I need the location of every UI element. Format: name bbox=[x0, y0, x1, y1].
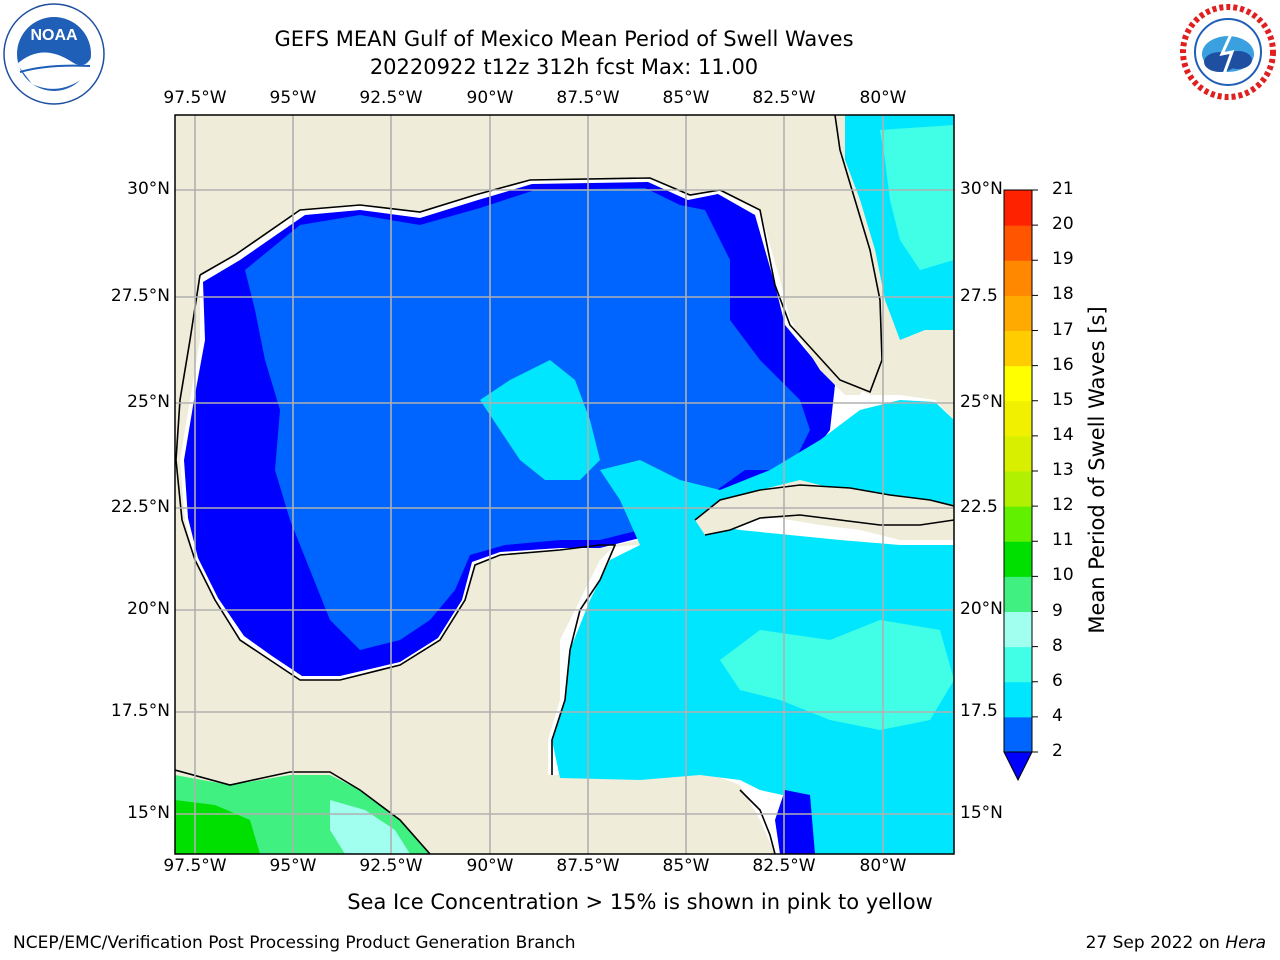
colorbar-tick-label: 9 bbox=[1052, 600, 1063, 621]
latitude-label: 17.5°N bbox=[110, 701, 170, 721]
colorbar-tick-label: 21 bbox=[1052, 179, 1074, 199]
latitude-label: 27.5°N bbox=[110, 286, 170, 306]
longitude-label: 92.5°W bbox=[359, 856, 423, 876]
map-frame bbox=[174, 114, 955, 855]
colorbar-swatch bbox=[1004, 506, 1032, 542]
latitude-label: 15°N bbox=[960, 803, 1003, 823]
longitude-label: 90°W bbox=[466, 856, 514, 876]
colorbar-swatch bbox=[1004, 681, 1032, 718]
florida-land bbox=[760, 115, 885, 395]
longitude-label: 92.5°W bbox=[359, 88, 423, 108]
map-title: GEFS MEAN Gulf of Mexico Mean Period of … bbox=[274, 27, 854, 51]
longitude-label: 97.5°W bbox=[163, 856, 227, 876]
colorbar bbox=[1003, 189, 1038, 782]
latitude-label: 25°N bbox=[127, 392, 170, 412]
latitude-label: 25°N bbox=[960, 392, 1003, 412]
colorbar-tick-label: 16 bbox=[1052, 354, 1074, 375]
latitude-label: 30°N bbox=[127, 179, 170, 199]
longitude-label: 85°W bbox=[662, 856, 710, 876]
longitude-label: 90°W bbox=[466, 88, 514, 108]
colorbar-tick-label: 17 bbox=[1052, 319, 1074, 340]
caribbean-cyan bbox=[552, 400, 954, 854]
longitude-label: 95°W bbox=[269, 88, 317, 108]
colorbar-swatch bbox=[1004, 435, 1032, 472]
colorbar-swatch bbox=[1004, 646, 1032, 683]
footer-host: Hera bbox=[1225, 933, 1266, 953]
latitude-label: 20°N bbox=[960, 599, 1003, 619]
colorbar-swatch bbox=[1004, 471, 1032, 507]
colorbar-under-arrow bbox=[1003, 751, 1033, 782]
map-subtitle: 20220922 t12z 312h fcst Max: 11.00 bbox=[369, 55, 759, 79]
colorbar-tick-label: 19 bbox=[1052, 249, 1074, 270]
colorbar-tick-label: 14 bbox=[1052, 424, 1074, 445]
graticule bbox=[175, 115, 954, 854]
latitude-label: 22.5°N bbox=[110, 497, 170, 517]
colorbar-tick-label: 12 bbox=[1052, 495, 1074, 516]
colorbar-swatch bbox=[1004, 576, 1032, 612]
latitude-label: 15°N bbox=[127, 803, 170, 823]
longitude-label: 82.5°W bbox=[752, 856, 816, 876]
footer-date: 27 Sep 2022 on Hera bbox=[1086, 933, 1266, 953]
colorbar-tick-label: 20 bbox=[1052, 214, 1074, 235]
colorbar-swatch bbox=[1004, 330, 1032, 367]
latitude-label: 27.5 bbox=[960, 286, 998, 306]
longitude-label: 95°W bbox=[269, 856, 317, 876]
latitude-label: 22.5 bbox=[960, 497, 998, 517]
colorbar-tick-label: 13 bbox=[1052, 460, 1074, 480]
colorbar-tick-label: 8 bbox=[1052, 635, 1063, 656]
colorbar-tick-label: 11 bbox=[1052, 530, 1074, 551]
footer-date-text: 27 Sep 2022 on bbox=[1085, 933, 1226, 953]
colorbar-swatch bbox=[1004, 260, 1032, 296]
noaa-logo-text: NOAA bbox=[30, 27, 78, 44]
footer-credit: NCEP/EMC/Verification Post Processing Pr… bbox=[13, 933, 576, 953]
colorbar-swatch bbox=[1004, 611, 1032, 648]
sea-ice-note-text: Sea Ice Concentration > 15% is shown in … bbox=[347, 890, 933, 914]
nws-logo-icon bbox=[1180, 4, 1276, 100]
colorbar-title: Mean Period of Swell Waves [s] bbox=[1085, 306, 1109, 634]
colorbar-tick-label: 15 bbox=[1052, 389, 1074, 410]
caribbean-deep-blue-patch bbox=[775, 790, 815, 854]
colorbar-tick-label: 10 bbox=[1052, 565, 1074, 586]
longitude-label: 82.5°W bbox=[752, 88, 816, 108]
colorbar-swatch bbox=[1004, 225, 1032, 261]
latitude-label: 30°N bbox=[960, 179, 1003, 199]
colorbar-swatch bbox=[1004, 400, 1032, 437]
colorbar-tick-label: 6 bbox=[1052, 670, 1063, 691]
colorbar-swatch bbox=[1004, 716, 1032, 753]
light-cyan-patch bbox=[880, 125, 954, 270]
light-cyan-patch bbox=[720, 620, 954, 730]
longitude-label: 87.5°W bbox=[556, 88, 620, 108]
colorbar-swatch bbox=[1004, 295, 1032, 331]
colorbar-swatch bbox=[1004, 190, 1032, 226]
cuba-land bbox=[695, 485, 954, 535]
noaa-logo-icon: NOAA bbox=[3, 3, 105, 105]
colorbar-tick-label: 2 bbox=[1052, 741, 1063, 761]
colorbar-tick-label: 4 bbox=[1052, 705, 1063, 726]
colorbar-tick-label: 18 bbox=[1052, 284, 1074, 305]
longitude-label: 97.5°W bbox=[163, 88, 227, 108]
latitude-label: 20°N bbox=[127, 599, 170, 619]
central-gulf-cyan-patch bbox=[480, 360, 600, 480]
colorbar-swatch bbox=[1004, 365, 1032, 402]
colorbar-swatch bbox=[1004, 541, 1032, 577]
longitude-label: 80°W bbox=[859, 88, 907, 108]
longitude-label: 87.5°W bbox=[556, 856, 620, 876]
longitude-label: 85°W bbox=[662, 88, 710, 108]
latitude-label: 17.5 bbox=[960, 701, 998, 721]
longitude-label: 80°W bbox=[859, 856, 907, 876]
